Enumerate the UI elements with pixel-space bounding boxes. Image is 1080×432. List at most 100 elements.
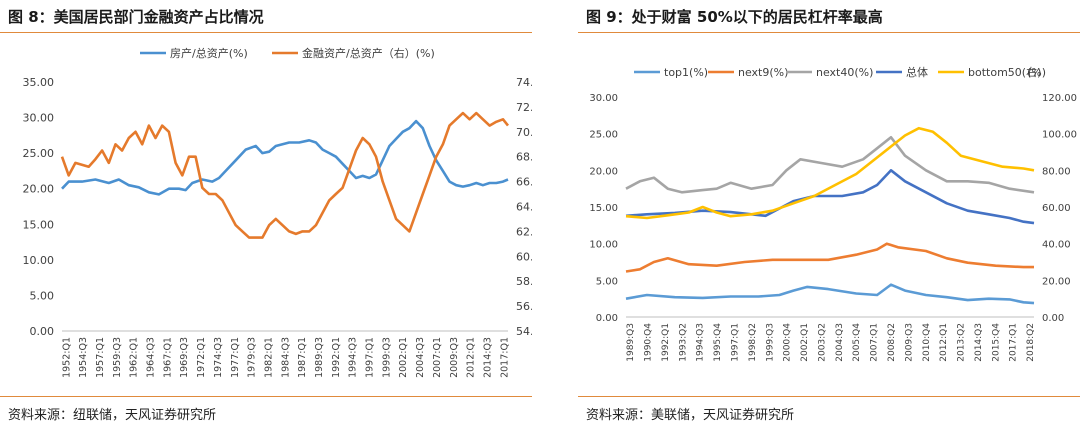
y-right-tick-label: 64.00 <box>516 201 532 214</box>
y-left-tick-label: 25.00 <box>589 130 618 141</box>
y-right-tick-label: 74.00 <box>516 76 532 89</box>
x-tick-label: 1992:Q1 <box>331 337 342 378</box>
x-tick-label: 2010:Q4 <box>922 323 932 362</box>
x-tick-label: 1994:Q3 <box>348 337 359 378</box>
x-tick-label: 2012:Q1 <box>466 337 477 378</box>
figure-8-chart: 0.00 5.00 10.00 15.00 20.00 25.00 30.00 35.00 54… <box>23 46 533 378</box>
y-right-tick-label: 60.00 <box>1042 203 1071 214</box>
x-tick-label: 1979:Q3 <box>247 337 258 378</box>
y-left-tick-label: 25.00 <box>23 147 55 160</box>
figure-9-top-rule <box>578 32 1080 33</box>
x-tick-label: 1982:Q1 <box>263 337 274 378</box>
y-right-tick-label: 70.00 <box>516 126 532 139</box>
y-left-tick-label: 0.00 <box>596 313 618 324</box>
y-left-tick-label: 20.00 <box>589 166 618 177</box>
y-right-tick-label: 58.00 <box>516 275 532 288</box>
series-line-1 <box>625 283 1035 305</box>
series-line-1 <box>61 119 509 196</box>
x-tick-label: 1989:Q3 <box>314 337 325 378</box>
legend-label: top1(%) <box>664 66 708 79</box>
x-tick-label: 1987:Q1 <box>297 337 308 378</box>
y-left-tick-label: 15.00 <box>589 203 618 214</box>
x-tick-label: 1972:Q1 <box>196 337 207 378</box>
y-left-tick-label: 5.00 <box>30 289 55 302</box>
x-tick-label: 2014:Q3 <box>482 337 493 378</box>
x-tick-label: 2000:Q4 <box>783 323 793 362</box>
x-tick-label: 1977:Q1 <box>230 337 241 378</box>
x-tick-label: 1952:Q1 <box>61 337 72 378</box>
x-tick-label: 2017:Q1 <box>1009 323 1019 362</box>
y-left-tick-label: 30.00 <box>23 112 55 125</box>
y-right-tick-label: 54.00 <box>516 325 532 338</box>
figure-8-bottom-rule <box>0 396 532 397</box>
y-right-tick-label: 60.00 <box>516 250 532 263</box>
y-left-tick-label: 10.00 <box>23 254 55 267</box>
figure-9-title: 图 9：处于财富 50%以下的居民杠杆率最高 <box>586 8 883 26</box>
legend-label: next40(%) <box>816 66 873 79</box>
x-tick-label: 1974:Q3 <box>213 337 224 378</box>
x-tick-label: 1989:Q3 <box>626 323 636 362</box>
figure-9-panel: 图 9：处于财富 50%以下的居民杠杆率最高 0.00 5.00 10.00 15.0… <box>578 0 1080 432</box>
x-tick-label: 2014:Q3 <box>974 323 984 362</box>
y-left-tick-label: 35.00 <box>23 76 55 89</box>
x-tick-label: 1997:Q1 <box>730 323 740 362</box>
y-left-tick-label: 0.00 <box>30 325 55 338</box>
x-tick-label: 2012:Q1 <box>939 323 949 362</box>
x-tick-label: 2002:Q1 <box>800 323 810 362</box>
x-tick-label: 2002:Q1 <box>398 337 409 378</box>
x-tick-label: 1997:Q1 <box>365 337 376 378</box>
x-tick-label: 2009:Q3 <box>904 323 914 362</box>
y-left-tick-label: 5.00 <box>596 276 618 287</box>
x-tick-label: 1967:Q1 <box>162 337 173 378</box>
legend-label: 房产/总资产(%) <box>170 46 248 60</box>
figure-8-top-rule <box>0 32 532 33</box>
x-tick-label: 1994:Q3 <box>696 323 706 362</box>
series-line-2 <box>60 111 510 239</box>
x-tick-label: 2018:Q2 <box>1026 323 1036 362</box>
y-left-tick-label: 10.00 <box>589 240 618 251</box>
y-right-tick-label: 72.00 <box>516 101 532 114</box>
figure-9-bottom-rule <box>578 396 1080 397</box>
figure-8-source: 资料来源：纽联储，天风证券研究所 <box>8 408 217 423</box>
y-right-tick-label: 80.00 <box>1042 166 1071 177</box>
series-line-5 <box>625 126 1035 220</box>
y-right-tick-label: 68.00 <box>516 151 532 164</box>
x-tick-label: 1990:Q4 <box>644 323 654 362</box>
figure-9-source: 资料来源：美联储，天风证券研究所 <box>586 408 795 423</box>
x-tick-label: 1999:Q3 <box>381 337 392 378</box>
figure-8-title: 图 8：美国居民部门金融资产占比情况 <box>8 8 264 26</box>
x-tick-label: 2017:Q1 <box>499 337 510 378</box>
x-tick-label: 2004:Q3 <box>415 337 426 378</box>
x-tick-label: 1998:Q2 <box>748 323 758 362</box>
y-right-tick-label: 56.00 <box>516 300 532 313</box>
legend-label: 金融资产/总资产（右）(%) <box>302 46 435 60</box>
x-tick-label: 2013:Q2 <box>957 323 967 362</box>
figure-8-panel: 图 8：美国居民部门金融资产占比情况 0.00 5.00 10.00 15.00 20.… <box>0 0 532 432</box>
series-line-4 <box>625 169 1035 225</box>
figure-9-chart: 0.00 5.00 10.00 15.00 20.00 25.00 30.00 0.00 20.… <box>589 65 1077 362</box>
x-tick-label: 1984:Q3 <box>280 337 291 378</box>
series-line-3 <box>625 136 1035 194</box>
legend-label: 总体 <box>906 65 928 79</box>
x-tick-label: 2009:Q3 <box>449 337 460 378</box>
series-line-2 <box>625 242 1034 273</box>
x-tick-label: 1959:Q3 <box>112 337 123 378</box>
y-right-tick-label: 0.00 <box>1042 313 1064 324</box>
y-right-tick-label: 20.00 <box>1042 276 1071 287</box>
y-right-tick-label: 120.00 <box>1042 93 1077 104</box>
x-tick-label: 1964:Q3 <box>146 337 157 378</box>
y-left-tick-label: 15.00 <box>23 218 55 231</box>
x-tick-label: 1957:Q1 <box>95 337 106 378</box>
x-tick-label: 2015:Q4 <box>991 323 1001 362</box>
legend-label: next9(%) <box>738 66 788 79</box>
y-right-tick-label: 66.00 <box>516 176 532 189</box>
x-tick-label: 2008:Q2 <box>887 323 897 362</box>
x-tick-label: 2007:Q1 <box>870 323 880 362</box>
x-tick-label: 2003:Q2 <box>817 323 827 362</box>
x-tick-label: 1995:Q4 <box>713 323 723 362</box>
y-left-tick-label: 30.00 <box>589 93 618 104</box>
x-tick-label: 1993:Q2 <box>678 323 688 362</box>
legend-label: bottom50(右) <box>968 65 1041 79</box>
x-tick-label: 1992:Q1 <box>661 323 671 362</box>
y-right-tick-label: 62.00 <box>516 225 532 238</box>
